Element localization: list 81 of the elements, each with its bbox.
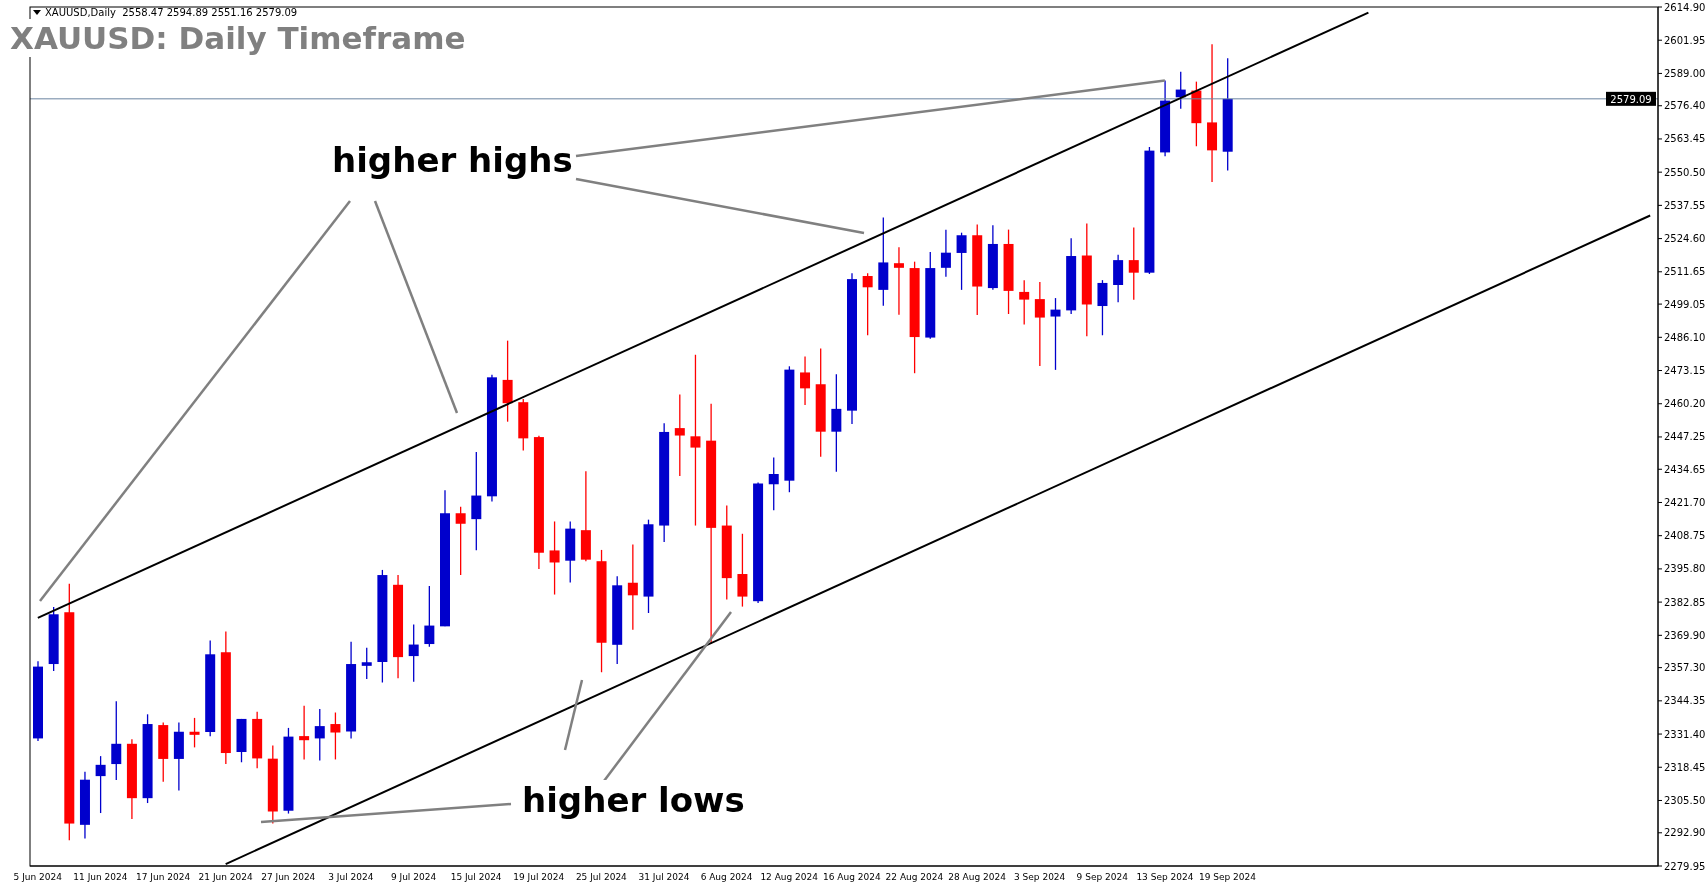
candlestick — [956, 232, 967, 291]
candlestick — [455, 506, 466, 576]
y-tick-label: 2550.50 — [1664, 166, 1705, 178]
y-tick-label: 2563.45 — [1664, 133, 1705, 145]
candlestick — [674, 393, 685, 477]
annotation: higher highs — [332, 140, 573, 180]
candlestick — [690, 354, 701, 527]
candlestick — [189, 717, 200, 749]
candlestick — [502, 340, 513, 423]
candlestick — [111, 700, 122, 781]
x-tick-label: 11 Jun 2024 — [73, 872, 128, 883]
y-tick-label: 2511.65 — [1664, 266, 1705, 278]
candlestick — [95, 755, 106, 814]
candlestick — [940, 229, 951, 278]
annotation: higher lows — [522, 780, 745, 820]
ref-line-label: 2579.09 — [1610, 93, 1652, 105]
candlestick — [800, 355, 811, 406]
y-tick-label: 2524.60 — [1664, 233, 1705, 245]
candlestick — [737, 533, 748, 608]
y-tick-label: 2473.15 — [1664, 365, 1705, 377]
chart-subtitle: XAUUSD,Daily 2558.47 2594.89 2551.16 2579.09 — [45, 7, 298, 18]
candlestick — [1128, 226, 1139, 301]
candlestick — [768, 456, 779, 511]
candlestick — [627, 543, 638, 631]
x-tick-label: 27 Jun 2024 — [261, 872, 316, 883]
candlestick — [1097, 279, 1108, 336]
y-tick-label: 2331.40 — [1664, 728, 1705, 740]
y-tick-label: 2601.95 — [1664, 34, 1705, 46]
y-tick-label: 2434.65 — [1664, 463, 1705, 475]
y-tick-label: 2279.95 — [1664, 860, 1705, 872]
candlestick — [299, 705, 310, 761]
candlestick — [330, 711, 341, 761]
x-tick-label: 21 Jun 2024 — [198, 872, 254, 883]
x-tick-label: 15 Jul 2024 — [450, 872, 502, 883]
y-tick-label: 2395.80 — [1664, 563, 1705, 575]
candlestick — [893, 246, 904, 316]
y-tick-label: 2369.90 — [1664, 629, 1705, 641]
y-tick-label: 2357.30 — [1664, 662, 1705, 674]
y-tick-label: 2614.90 — [1664, 1, 1705, 13]
y-tick-label: 2292.90 — [1664, 827, 1705, 839]
y-tick-label: 2499.05 — [1664, 298, 1705, 310]
x-tick-label: 13 Sep 2024 — [1136, 872, 1194, 883]
y-tick-label: 2460.20 — [1664, 398, 1705, 410]
candlestick — [471, 451, 482, 551]
x-tick-label: 17 Jun 2024 — [135, 872, 191, 883]
x-tick-label: 19 Sep 2024 — [1199, 872, 1257, 883]
x-tick-label: 16 Aug 2024 — [823, 872, 881, 883]
x-tick-label: 9 Jul 2024 — [390, 872, 437, 883]
x-tick-label: 25 Jul 2024 — [575, 872, 628, 883]
x-tick-label: 6 Aug 2024 — [700, 872, 753, 883]
y-tick-label: 2589.00 — [1664, 67, 1705, 79]
y-tick-label: 2408.75 — [1664, 530, 1705, 542]
candlestick — [314, 708, 325, 762]
y-tick-label: 2382.85 — [1664, 596, 1705, 608]
x-tick-label: 5 Jun 2024 — [13, 872, 63, 883]
candlestick — [1019, 279, 1030, 326]
y-tick-label: 2576.40 — [1664, 100, 1705, 112]
x-tick-label: 28 Aug 2024 — [948, 872, 1007, 883]
chart-title: XAUUSD: Daily Timeframe — [10, 19, 466, 57]
y-tick-label: 2486.10 — [1664, 331, 1705, 343]
x-tick-label: 3 Jul 2024 — [328, 872, 374, 883]
y-tick-label: 2537.55 — [1664, 199, 1705, 211]
y-tick-label: 2421.70 — [1664, 497, 1705, 509]
y-tick-label: 2447.25 — [1664, 431, 1705, 443]
y-tick-label: 2305.50 — [1664, 795, 1705, 807]
candlestick — [831, 373, 842, 473]
candlestick — [361, 646, 372, 680]
x-tick-label: 3 Sep 2024 — [1014, 872, 1066, 883]
x-tick-label: 9 Sep 2024 — [1076, 872, 1129, 883]
candlestick — [424, 585, 435, 648]
candlestick — [1034, 281, 1045, 367]
candlestick — [1050, 297, 1061, 371]
candlestick — [408, 623, 419, 683]
x-tick-label: 19 Jul 2024 — [513, 872, 565, 883]
x-tick-label: 22 Aug 2024 — [885, 872, 944, 883]
y-tick-label: 2318.45 — [1664, 761, 1705, 773]
y-tick-label: 2344.35 — [1664, 695, 1705, 707]
x-tick-label: 31 Jul 2024 — [638, 872, 690, 883]
candlestick — [862, 272, 873, 336]
x-tick-label: 12 Aug 2024 — [760, 872, 819, 883]
candlestick — [549, 520, 560, 596]
